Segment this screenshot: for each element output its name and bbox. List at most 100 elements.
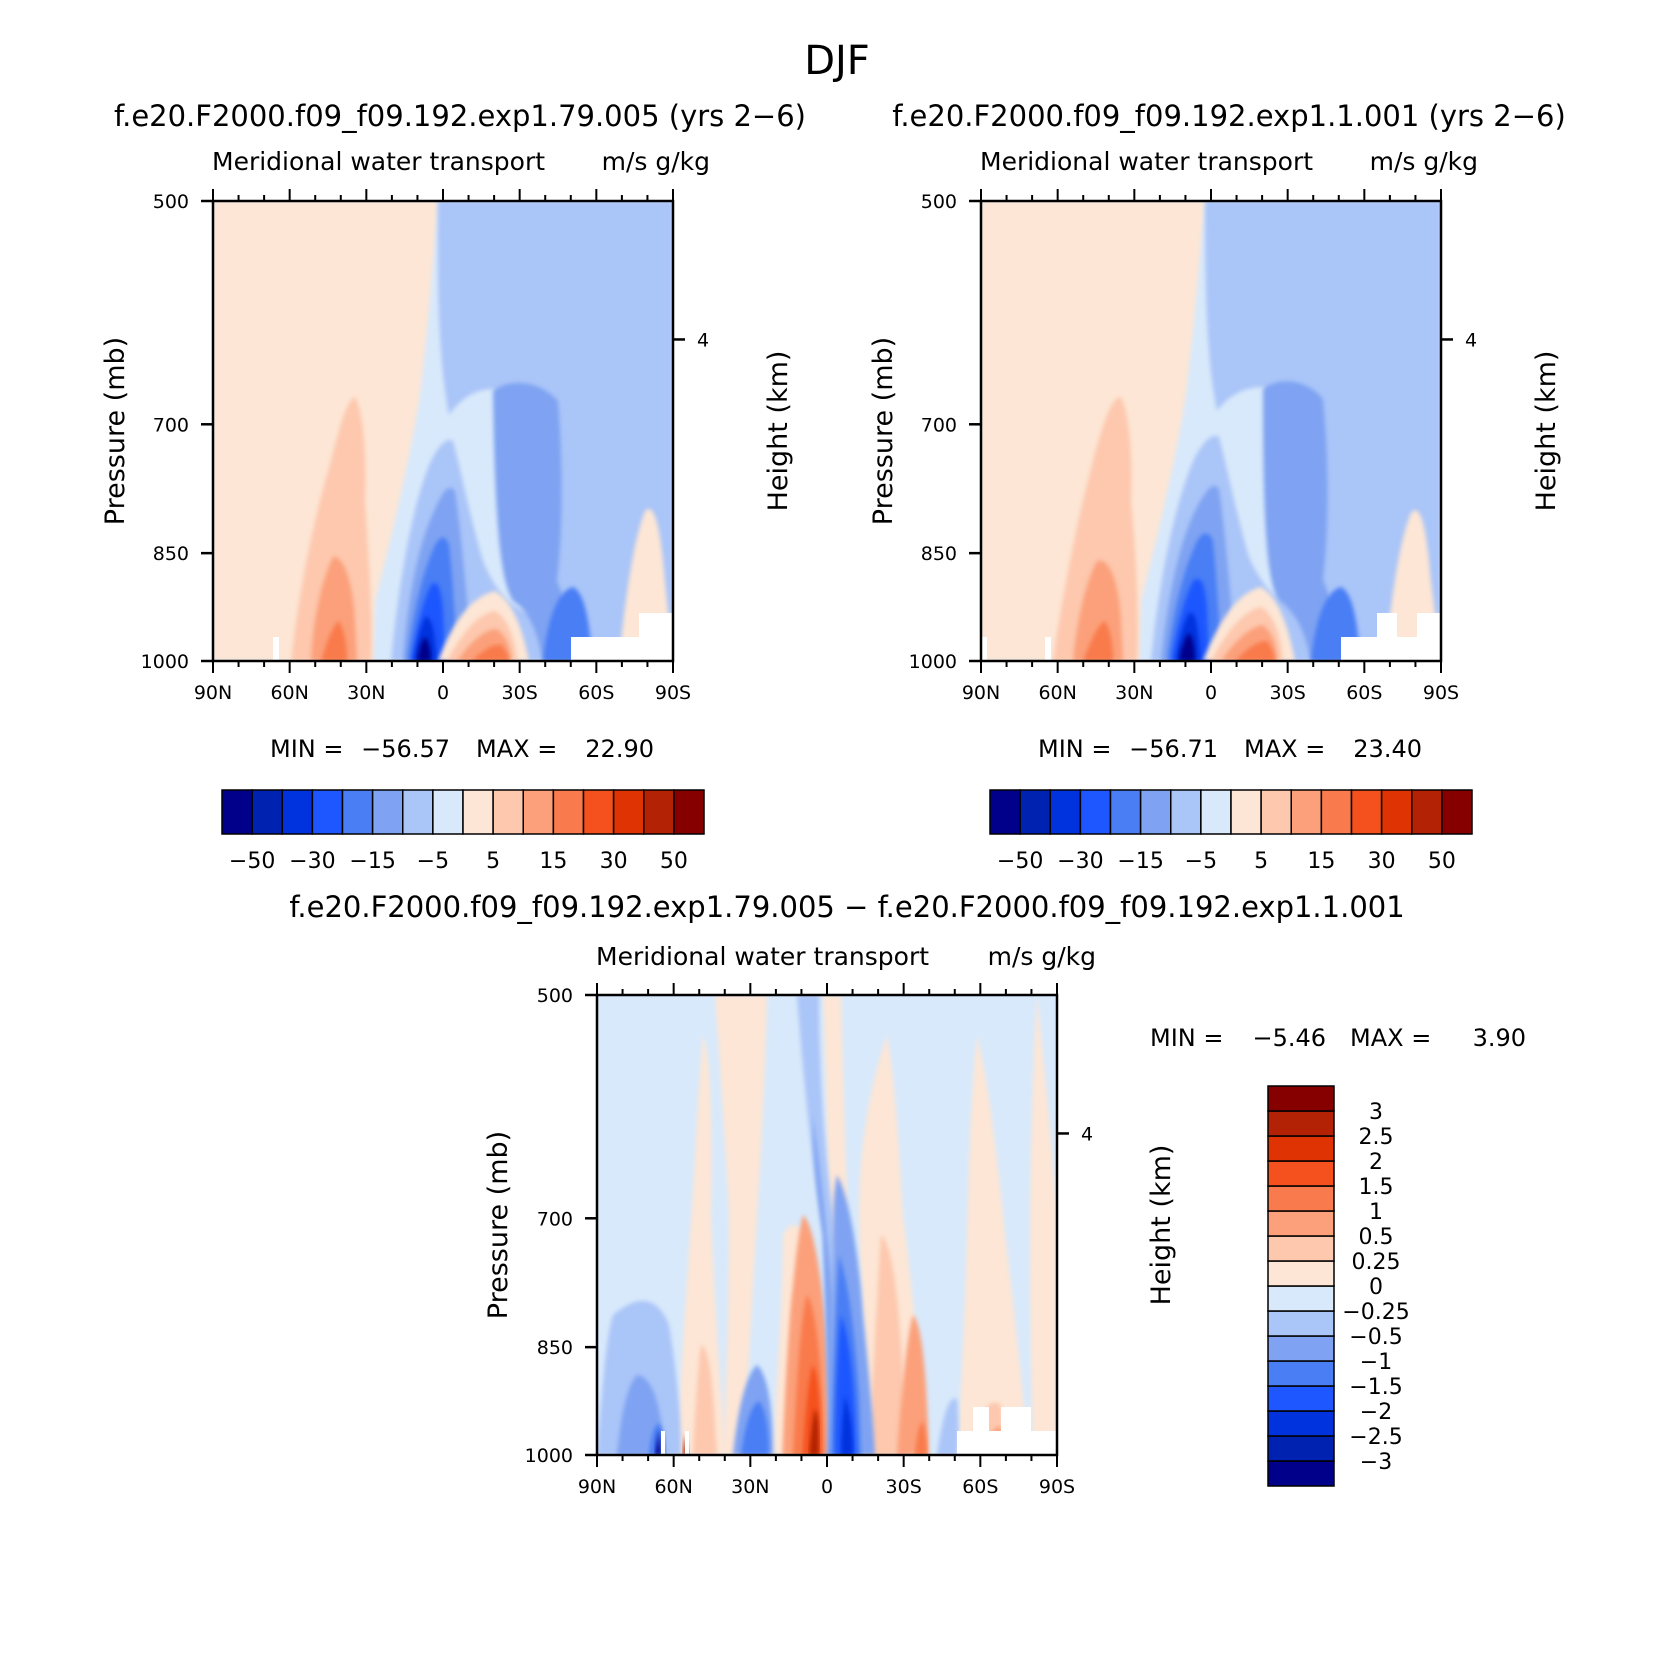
colorbar-label: 5 [1254,849,1268,874]
colorbar-box [1049,789,1082,835]
panel-a-contour-fill [213,201,673,661]
colorbar-box [492,789,524,835]
panel-b-case-title: f.e20.F2000.f09_f09.192.exp1.1.001 (yrs … [892,99,1566,133]
colorbar-box [1267,1110,1335,1137]
colorbar-box [1267,1385,1335,1412]
x-tick-label: 0 [437,682,449,704]
y2-tick-label: 4 [1465,329,1477,351]
panel-a-left-subtitle: Meridional water transport [212,147,545,176]
colorbar-box [281,789,314,835]
panel-c-ylabel: Pressure (mb) [483,1131,514,1319]
colorbar-label: 3 [1369,1100,1383,1125]
colorbar-label: 30 [1368,849,1396,874]
colorbar-box [1139,789,1172,835]
x-tick-label: 0 [821,1476,833,1498]
colorbar-label: 15 [1307,849,1335,874]
panel-b-y2label: Height (km) [1531,351,1562,512]
colorbar-box [371,789,404,835]
x-tick-label: 60S [578,682,614,704]
figure-title: DJF [804,38,870,84]
y-tick-label: 700 [537,1208,573,1230]
y-tick-label: 1000 [909,651,957,673]
y-tick-label: 500 [537,985,573,1007]
colorbar-label: −0.5 [1349,1325,1402,1350]
colorbar-box [1267,1210,1335,1237]
colorbar-label: −1.5 [1349,1375,1402,1400]
x-tick-label: 60S [962,1476,998,1498]
colorbar-box [1267,1235,1335,1262]
colorbar-label: −30 [1057,849,1103,874]
colorbar-box [1320,789,1353,835]
colorbar-box [311,789,344,835]
colorbar-label: −50 [997,849,1043,874]
colorbar-label: −15 [1117,849,1163,874]
colorbar-box [1267,1185,1335,1212]
x-tick-label: 60S [1346,682,1382,704]
panel-a-max-value: 22.90 [585,735,654,763]
y-tick-label: 850 [537,1337,573,1359]
colorbar-box [1230,789,1262,835]
panel-a-min-label: MIN = [270,735,343,763]
colorbar-label: 2 [1369,1150,1383,1175]
x-tick-label: 30S [502,682,538,704]
y-tick-label: 500 [153,191,189,213]
x-tick-label: 90N [962,682,1000,704]
colorbar-box [1411,789,1443,835]
panel-c-max-value: 3.90 [1473,1024,1526,1052]
panel-b-max-value: 23.40 [1353,735,1422,763]
panel-b-axes: 500 700 850 1000 4 90N 60N 30N 0 30S 60S 90S [909,189,1477,704]
colorbar-label: −30 [289,849,335,874]
colorbar-label: 0.5 [1359,1225,1394,1250]
colorbar-label: 50 [660,849,688,874]
colorbar-box [1079,789,1112,835]
panel-a-min-value: −56.57 [361,735,450,763]
colorbar-box [462,789,494,835]
x-tick-label: 0 [1205,682,1217,704]
colorbar-label: 30 [600,849,628,874]
colorbar-box [1200,789,1232,835]
panel-c-contour-fill [597,995,1057,1455]
colorbar-box [1267,1460,1335,1487]
panel-difference: f.e20.F2000.f09_f09.192.exp1.79.005 − f.… [289,890,1526,1498]
colorbar-label: 5 [486,849,500,874]
x-tick-label: 90S [1423,682,1459,704]
panel-c-min-value: −5.46 [1252,1024,1326,1052]
colorbar-box [989,789,1021,835]
colorbar-box [1267,1435,1335,1462]
x-tick-label: 60N [654,1476,692,1498]
y-tick-label: 500 [921,191,957,213]
panel-c-axes: 500 700 850 1000 4 90N 60N 30N 0 30S 60S 90S [525,983,1093,1498]
colorbar-box [341,789,374,835]
colorbar-box [1267,1410,1335,1437]
y-tick-label: 700 [153,414,189,436]
colorbar-label: 1 [1369,1200,1383,1225]
colorbar-box [522,789,555,835]
colorbar-box [1267,1085,1335,1112]
panel-a-case-title: f.e20.F2000.f09_f09.192.exp1.79.005 (yrs… [114,99,806,133]
colorbar-label: −5 [1185,849,1217,874]
colorbar-box [643,789,675,835]
panel-b-right-subtitle: m/s g/kg [1370,147,1478,176]
panel-c-plot-area: 500 700 850 1000 4 90N 60N 30N 0 30S 60S 90S [525,983,1093,1498]
colorbar-box [1267,1310,1335,1337]
panel-c-right-subtitle: m/s g/kg [988,942,1096,971]
colorbar-box [1019,789,1051,835]
panel-b-ylabel: Pressure (mb) [868,337,899,525]
panel-b-min-label: MIN = [1038,735,1111,763]
panel-top-left: f.e20.F2000.f09_f09.192.exp1.79.005 (yrs… [100,99,806,874]
colorbar-label: −2.5 [1349,1425,1402,1450]
panel-top-right: f.e20.F2000.f09_f09.192.exp1.1.001 (yrs … [868,99,1566,874]
colorbar-box [1267,1135,1335,1162]
y-tick-label: 850 [921,543,957,565]
colorbar-box [1350,789,1383,835]
panel-b-min-value: −56.71 [1129,735,1218,763]
x-tick-label: 90N [578,1476,616,1498]
colorbar-box [552,789,585,835]
colorbar-box [1267,1285,1335,1312]
x-tick-label: 30N [1115,682,1153,704]
colorbar-box [1441,789,1473,835]
y2-tick-label: 4 [697,329,709,351]
panel-b-plot-area: 500 700 850 1000 4 90N 60N 30N 0 30S 60S 90S [909,189,1477,704]
x-tick-label: 90S [1039,1476,1075,1498]
colorbar-box [673,789,705,835]
